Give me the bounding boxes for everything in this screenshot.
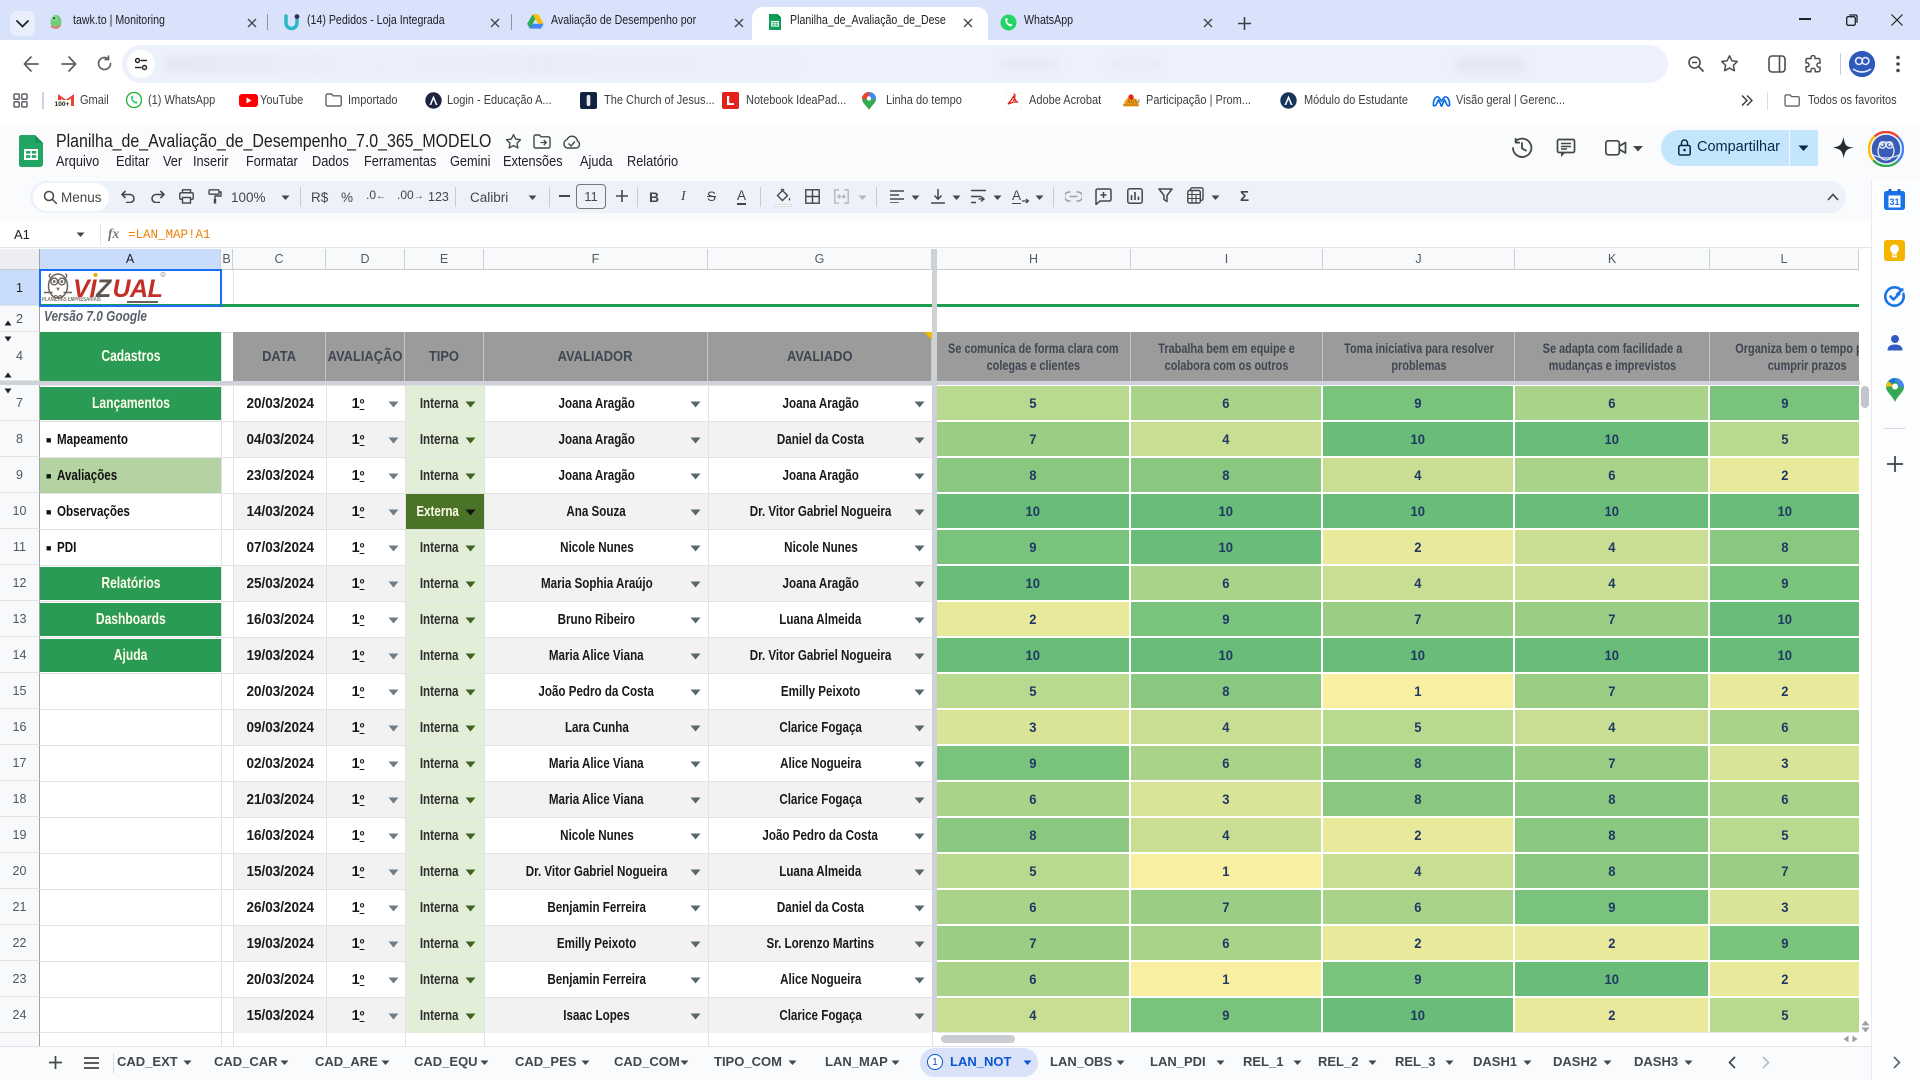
svg-text:I: I xyxy=(90,275,98,303)
svg-text:Z: Z xyxy=(95,275,113,303)
svg-text:V: V xyxy=(73,275,92,303)
svg-text:UAL: UAL xyxy=(113,275,163,303)
svg-text:ASSR: ASSR xyxy=(1127,100,1140,106)
svg-text:R: R xyxy=(162,273,165,277)
svg-text:31: 31 xyxy=(1889,197,1899,207)
